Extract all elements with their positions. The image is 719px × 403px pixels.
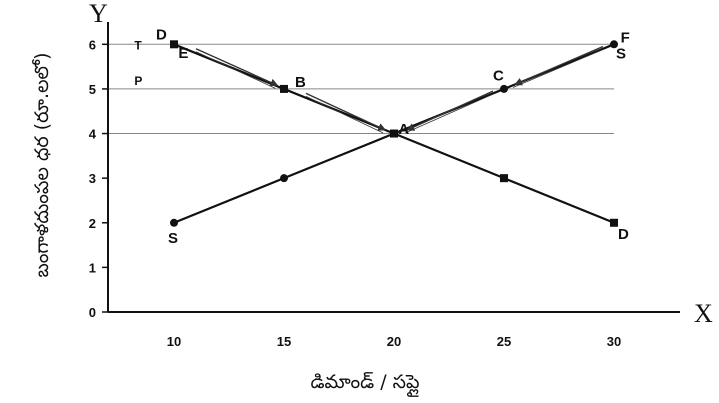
series: D D S S [156,26,629,246]
annotation-E: E [178,45,188,62]
y-tick-label: 4 [89,127,97,142]
data-point-circle [280,174,288,183]
x-tick-label: 30 [607,334,621,349]
y-axis-title: బంగాళదుంపల ధర (రూ.లలో) [31,52,53,277]
series-end-label: S [616,45,626,62]
x-axis-title: డిమాండ్ / సప్లై [310,371,419,397]
arrow [514,45,604,86]
series-end-label: D [618,226,629,243]
arrow [305,92,387,131]
arrow-shadow [405,93,494,134]
annotation-T: T [134,38,142,52]
data-point-circle [610,40,618,49]
x-tick-label: 20 [387,334,401,349]
data-point-square [170,40,178,49]
y-tick-label: 2 [89,216,96,231]
arrow-shadow [305,96,384,134]
annotation-A: A [398,121,409,138]
data-point-square [280,84,288,93]
arrow [406,90,494,131]
data-point-square [500,174,508,183]
data-point-square [610,218,618,227]
series-start-label: D [156,26,167,43]
arrow-shadow [195,51,276,89]
data-point-circle [500,84,508,93]
arrow-shadow [512,49,604,88]
axes [107,22,680,313]
tick-labels: 0 1 2 3 4 5 6 10 15 20 25 30 [89,37,621,349]
y-tick-label: 5 [89,82,96,97]
annotation-C: C [493,68,504,85]
annotation-F: F [621,30,630,47]
annotation-B: B [295,74,306,91]
data-point-circle [170,218,178,227]
y-tick-label: 0 [89,305,96,320]
series-start-label: S [168,230,178,247]
grid-lines [108,43,614,135]
annotation-P: P [134,74,142,88]
arrows [195,45,604,134]
data-point-circle [390,129,398,138]
y-axis-letter: Y [89,0,108,28]
x-axis-letter: X [694,299,713,328]
x-tick-label: 15 [277,334,291,349]
arrow [195,48,279,87]
x-tick-label: 10 [167,334,181,349]
y-tick-label: 3 [89,171,96,186]
y-tick-label: 1 [89,260,96,275]
x-tick-label: 25 [497,334,511,349]
annotations: T P E B A C F [134,30,629,138]
y-tick-label: 6 [89,37,96,52]
